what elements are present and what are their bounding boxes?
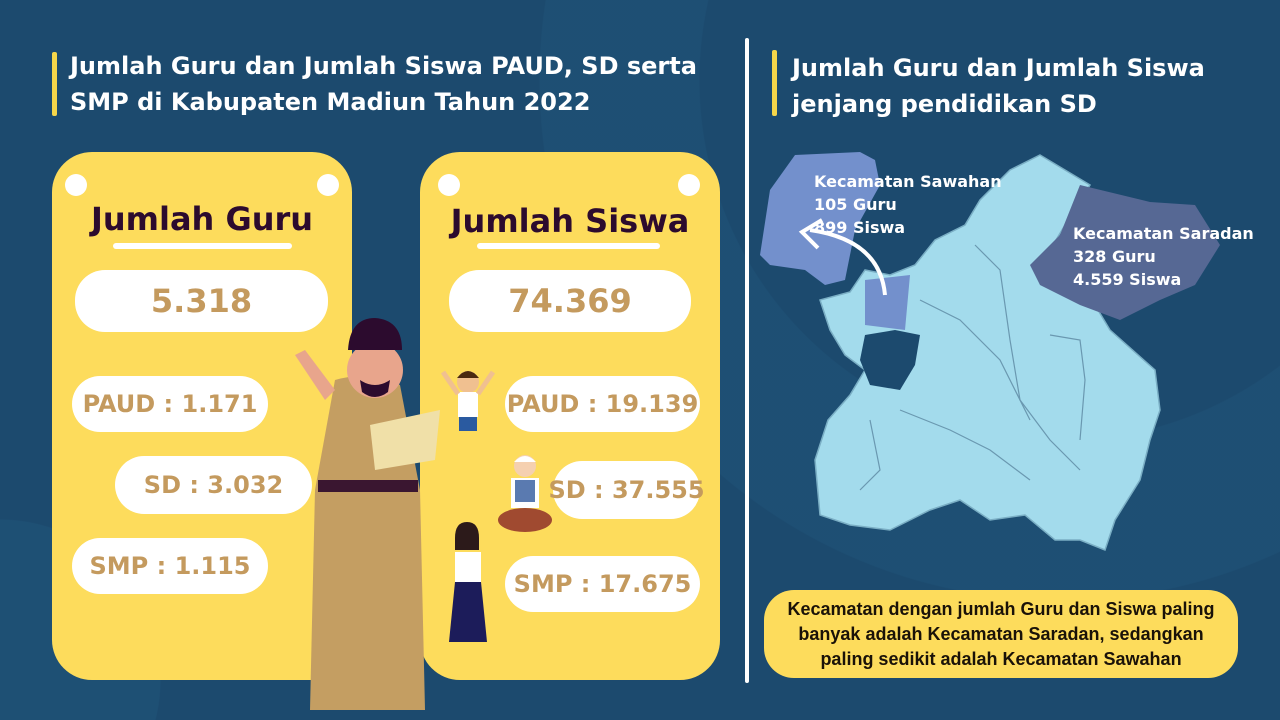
student-boy-illustration [440, 370, 496, 431]
siswa-sd: SD : 37.555 [548, 461, 705, 519]
guru-sd: SD : 3.032 [115, 456, 312, 514]
left-section-title: Jumlah Guru dan Jumlah Siswa PAUD, SD se… [70, 48, 697, 120]
sawahan-region-part [865, 275, 910, 330]
sawahan-region [760, 152, 880, 285]
madiun-map [760, 152, 1220, 551]
heading-underline [113, 243, 292, 249]
student-reading-illustration [498, 455, 552, 532]
saradan-label: Kecamatan Saradan 328 Guru 4.559 Siswa [1073, 222, 1254, 291]
title-accent-bar [772, 50, 777, 116]
district-guru: 105 Guru [814, 195, 897, 214]
siswa-heading: Jumlah Siswa [450, 202, 690, 240]
student-girl-illustration [449, 522, 487, 642]
district-guru: 328 Guru [1073, 247, 1156, 266]
card-hole [438, 174, 460, 196]
summary-box: Kecamatan dengan jumlah Guru dan Siswa p… [764, 590, 1238, 678]
district-name: Kecamatan Sawahan [814, 172, 1002, 191]
title-line: Jumlah Guru dan Jumlah Siswa PAUD, SD se… [70, 52, 697, 80]
section-divider [745, 38, 749, 683]
sawahan-label: Kecamatan Sawahan 105 Guru 899 Siswa [814, 170, 1002, 239]
district-siswa: 4.559 Siswa [1073, 270, 1182, 289]
arrow-head-icon [798, 218, 824, 250]
guru-smp: SMP : 1.115 [72, 538, 268, 594]
siswa-total: 74.369 [449, 270, 691, 332]
title-line: jenjang pendidikan SD [792, 90, 1097, 118]
siswa-paud: PAUD : 19.139 [505, 376, 700, 432]
title-line: SMP di Kabupaten Madiun Tahun 2022 [70, 88, 591, 116]
card-hole [65, 174, 87, 196]
card-hole [678, 174, 700, 196]
guru-paud: PAUD : 1.171 [72, 376, 268, 432]
guru-total: 5.318 [75, 270, 328, 332]
map-hole [860, 330, 920, 390]
arrow-line [809, 228, 887, 296]
saradan-region [1030, 185, 1220, 320]
district-siswa: 899 Siswa [814, 218, 906, 237]
map-borders [859, 244, 1086, 491]
right-section-title: Jumlah Guru dan Jumlah Siswa jenjang pen… [792, 50, 1205, 122]
district-name: Kecamatan Saradan [1073, 224, 1254, 243]
summary-text: Kecamatan dengan jumlah Guru dan Siswa p… [787, 598, 1215, 669]
heading-underline [477, 243, 660, 249]
title-line: Jumlah Guru dan Jumlah Siswa [792, 54, 1205, 82]
card-hole [317, 174, 339, 196]
title-accent-bar [52, 52, 57, 116]
siswa-smp: SMP : 17.675 [505, 556, 700, 612]
map-base-region [814, 154, 1161, 551]
teacher-illustration [295, 318, 440, 710]
guru-heading: Jumlah Guru [90, 200, 314, 238]
